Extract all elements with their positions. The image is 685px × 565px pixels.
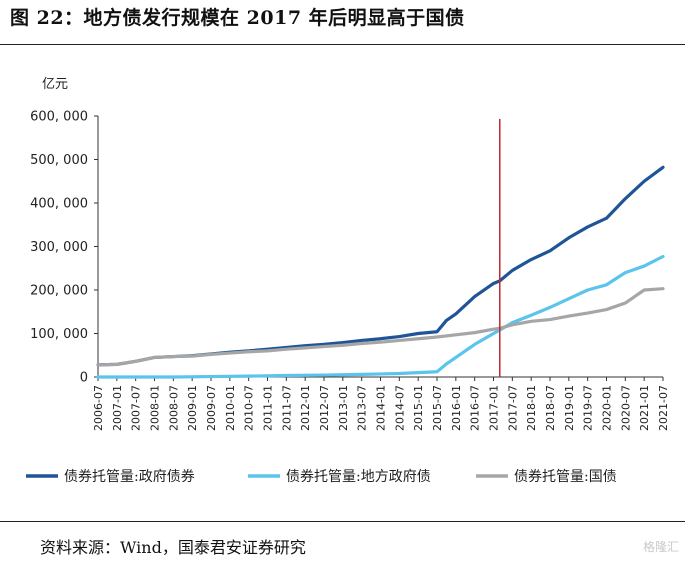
x-tick-label: 2017-07	[506, 385, 519, 431]
x-tick-label: 2019-01	[563, 385, 576, 431]
series-line-3	[96, 287, 665, 367]
x-tick-label: 2020-01	[601, 385, 614, 431]
x-tick-label: 2013-01	[337, 385, 350, 431]
x-tick-label: 2015-01	[412, 385, 425, 431]
series-line-2	[96, 254, 665, 379]
line-chart: 亿元 0 100, 000 200, 000 300, 000 400, 000 500, …	[26, 77, 670, 485]
x-tick-label: 2007-01	[111, 385, 124, 431]
chart-legend: 债券托管量:政府债券 债券托管量:地方政府债 债券托管量:国债	[26, 469, 617, 485]
x-tick-label: 2007-07	[130, 385, 143, 431]
y-unit-label: 亿元	[42, 77, 68, 92]
y-tick-label: 400, 000	[30, 197, 88, 212]
y-tick-label: 300, 000	[30, 240, 88, 255]
x-tick-label: 2019-07	[582, 385, 595, 431]
legend-label-2: 债券托管量:地方政府债	[286, 469, 431, 485]
legend-label-3: 债券托管量:国债	[514, 469, 617, 485]
x-tick-label: 2009-01	[186, 385, 199, 431]
y-tick-label: 200, 000	[30, 284, 88, 299]
x-tick-label: 2012-01	[299, 385, 312, 431]
x-tick-label: 2014-07	[393, 385, 406, 431]
series-line-1	[96, 165, 665, 367]
x-tick-label: 2021-07	[657, 385, 670, 431]
y-axis: 亿元 0 100, 000 200, 000 300, 000 400, 000 500, …	[30, 77, 99, 386]
x-tick-label: 2010-01	[224, 385, 237, 431]
series-layer	[96, 165, 665, 379]
bottom-divider	[0, 521, 685, 522]
x-tick-label: 2011-01	[262, 385, 275, 431]
x-tick-label: 2008-07	[167, 385, 180, 431]
y-tick-label: 100, 000	[30, 327, 88, 342]
x-tick-label: 2016-01	[450, 385, 463, 431]
source-note: 资料来源：Wind，国泰君安证券研究	[40, 538, 306, 557]
x-tick-label: 2017-01	[488, 385, 501, 431]
x-tick-label: 2013-07	[356, 385, 369, 431]
x-axis: 2006-07 2007-01 2007-07 2008-01 2008-07 2009-…	[92, 376, 670, 431]
watermark-logo: 格隆汇	[642, 540, 679, 554]
x-tick-label: 2018-01	[525, 385, 538, 431]
x-tick-label: 2011-07	[280, 385, 293, 431]
y-tick-label: 500, 000	[30, 153, 88, 168]
x-tick-label: 2021-01	[638, 385, 651, 431]
y-tick-label: 0	[80, 371, 88, 386]
legend-label-1: 债券托管量:政府债券	[64, 469, 195, 485]
top-divider	[0, 44, 685, 45]
x-tick-label: 2015-07	[431, 385, 444, 431]
x-tick-label: 2009-07	[205, 385, 218, 431]
x-tick-label: 2012-07	[318, 385, 331, 431]
x-tick-label: 2018-07	[544, 385, 557, 431]
x-tick-label: 2014-01	[375, 385, 388, 431]
x-tick-label: 2008-01	[149, 385, 162, 431]
x-tick-label: 2016-07	[469, 385, 482, 431]
x-tick-label: 2010-07	[243, 385, 256, 431]
chart-title: 图 22：地方债发行规模在 2017 年后明显高于国债	[10, 7, 465, 29]
x-tick-label: 2020-07	[619, 385, 632, 431]
y-tick-label: 600, 000	[30, 110, 88, 125]
x-tick-label: 2006-07	[92, 385, 105, 431]
